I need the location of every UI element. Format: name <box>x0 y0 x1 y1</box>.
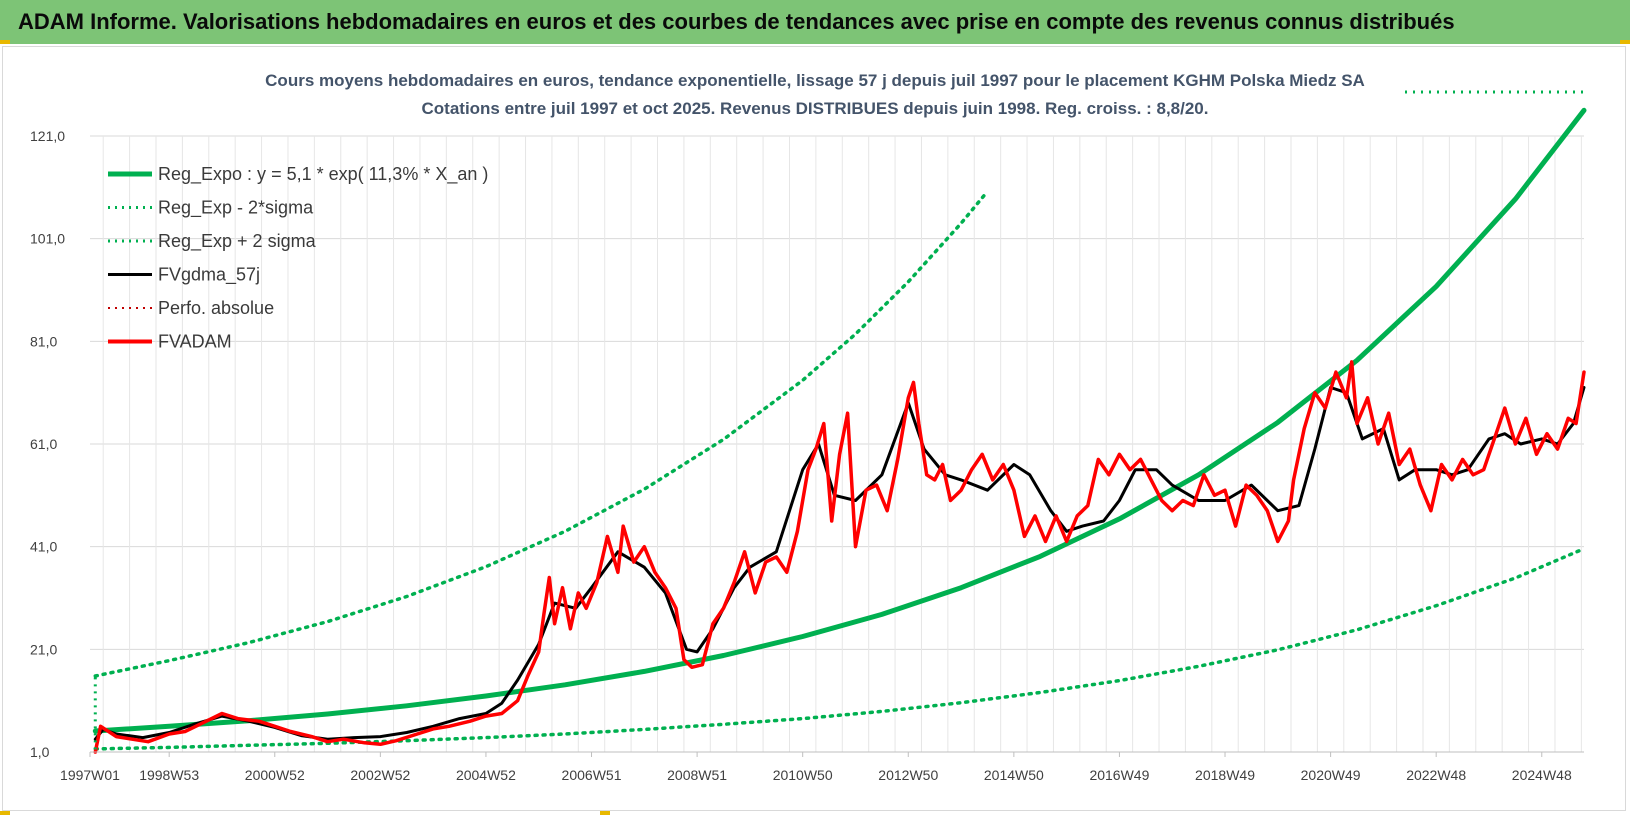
y-tick-label: 1,0 <box>30 744 50 760</box>
series-fvadam <box>93 360 1586 754</box>
gridlines <box>90 135 1584 753</box>
corner-marker <box>1620 40 1630 44</box>
x-tick-label: 2000W52 <box>245 767 305 783</box>
y-tick-label: 21,0 <box>30 641 57 657</box>
series-reg-expo <box>92 107 1587 734</box>
series-reg-exp-2-sigma <box>93 189 990 678</box>
y-tick-label: 41,0 <box>30 539 57 555</box>
series-fvgdma-57j <box>93 386 1586 741</box>
x-tick-label: 1997W01 <box>60 767 120 783</box>
chart-area: Cours moyens hebdomadaires en euros, ten… <box>30 71 1587 783</box>
y-tick-label: 121,0 <box>30 128 65 144</box>
legend-label: Reg_Exp + 2 sigma <box>158 231 317 252</box>
legend-label: Perfo. absolue <box>158 298 274 318</box>
y-tick-label: 101,0 <box>30 231 65 247</box>
y-tick-label: 61,0 <box>30 436 57 452</box>
x-tick-label: 2020W49 <box>1301 767 1361 783</box>
axes: 1,0 21,0 41,0 61,0 81,0 101,0 121,0 1997W01 1998… <box>30 128 1584 783</box>
x-tick-label: 2018W49 <box>1195 767 1255 783</box>
x-tick-label: 2004W52 <box>456 767 516 783</box>
legend-label: FVgdma_57j <box>158 265 260 286</box>
legend-label: Reg_Exp - 2*sigma <box>158 198 314 219</box>
x-tick-label: 2016W49 <box>1089 767 1149 783</box>
x-tick-label: 2002W52 <box>350 767 410 783</box>
legend-label: Reg_Expo : y = 5,1 * exp( 11,3% * X_an ) <box>158 164 488 185</box>
x-tick-label: 2006W51 <box>562 767 622 783</box>
x-tick-label: 2022W48 <box>1406 767 1466 783</box>
x-tick-label: 1998W53 <box>139 767 199 783</box>
corner-marker <box>600 811 610 815</box>
x-tick-label: 2012W50 <box>878 767 938 783</box>
legend: Reg_Expo : y = 5,1 * exp( 11,3% * X_an )… <box>108 164 488 352</box>
x-tick-label: 2008W51 <box>667 767 727 783</box>
x-tick-label: 2024W48 <box>1512 767 1572 783</box>
y-tick-label: 81,0 <box>30 333 57 349</box>
chart-frame <box>2 46 1626 811</box>
series-group <box>92 107 1587 754</box>
x-tick-label: 2010W50 <box>773 767 833 783</box>
corner-marker <box>0 40 10 44</box>
corner-marker <box>0 811 10 815</box>
chart-title-line2: Cotations entre juil 1997 et oct 2025. R… <box>422 99 1209 118</box>
x-tick-label: 2014W50 <box>984 767 1044 783</box>
series-reg-exp-2-sigma <box>93 546 1586 751</box>
legend-label: FVADAM <box>158 332 232 352</box>
report-title: ADAM Informe. Valorisations hebdomadaire… <box>0 0 1630 44</box>
chart-title-line1: Cours moyens hebdomadaires en euros, ten… <box>265 71 1365 90</box>
